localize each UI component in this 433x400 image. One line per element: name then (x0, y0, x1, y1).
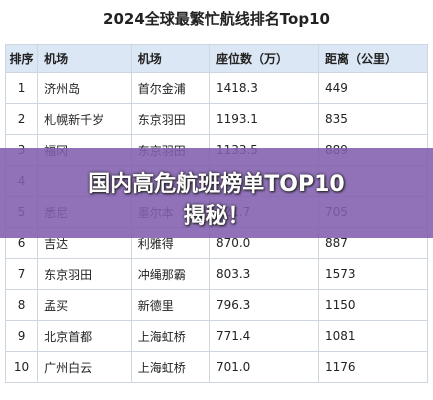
table-cell: 孟买 (37, 289, 132, 321)
banner: 国内高危航班榜单TOP10 揭秘！ (0, 148, 433, 238)
table-cell: 803.3 (208, 258, 319, 290)
table-cell: 7 (4, 258, 39, 290)
table-row: 8 孟买 新德里 796.3 1150 (4, 289, 429, 321)
table-cell: 1081 (317, 320, 429, 352)
table-cell: 1150 (317, 289, 429, 321)
table-title: 2024全球最繁忙航线排名Top10 (103, 10, 330, 28)
banner-line: 揭秘！ (183, 204, 250, 229)
table-cell: 1176 (317, 351, 429, 383)
header-cell: 排序 (4, 44, 39, 73)
table-cell: 广州白云 (37, 351, 132, 383)
table-cell: 1418.3 (208, 72, 319, 104)
table-cell: 8 (4, 289, 39, 321)
table-cell: 上海虹桥 (130, 320, 210, 352)
table-cell: 济州岛 (37, 72, 132, 104)
banner-line: 国内高危航班榜单TOP10 (88, 172, 345, 197)
table-cell: 701.0 (208, 351, 319, 383)
header-cell: 机场 (37, 44, 132, 73)
table-cell: 北京首都 (37, 320, 132, 352)
table-cell: 新德里 (130, 289, 210, 321)
table-cell: 2 (4, 103, 39, 135)
table-row: 9 北京首都 上海虹桥 771.4 1081 (4, 320, 429, 352)
table-cell: 札幌新千岁 (37, 103, 132, 135)
table-cell: 796.3 (208, 289, 319, 321)
table-cell: 1 (4, 72, 39, 104)
header-cell: 座位数（万） (208, 44, 319, 73)
header-cell: 机场 (130, 44, 210, 73)
table-cell: 10 (4, 351, 39, 383)
table-row: 7 东京羽田 冲绳那霸 803.3 1573 (4, 258, 429, 290)
header-cell: 距离（公里） (317, 44, 429, 73)
table-cell: 首尔金浦 (130, 72, 210, 104)
table-cell: 449 (317, 72, 429, 104)
table-row: 10 广州白云 上海虹桥 701.0 1176 (4, 351, 429, 383)
table-cell: 东京羽田 (130, 103, 210, 135)
table-cell: 冲绳那霸 (130, 258, 210, 290)
table-row: 2 札幌新千岁 东京羽田 1193.1 835 (4, 103, 429, 135)
table-cell: 1193.1 (208, 103, 319, 135)
table-cell: 东京羽田 (37, 258, 132, 290)
table-cell: 上海虹桥 (130, 351, 210, 383)
table-cell: 835 (317, 103, 429, 135)
table-cell: 1573 (317, 258, 429, 290)
table-row: 1 济州岛 首尔金浦 1418.3 449 (4, 72, 429, 104)
table-cell: 9 (4, 320, 39, 352)
header-row: 排序 机场 机场 座位数（万） 距离（公里） (4, 44, 429, 73)
table-cell: 771.4 (208, 320, 319, 352)
